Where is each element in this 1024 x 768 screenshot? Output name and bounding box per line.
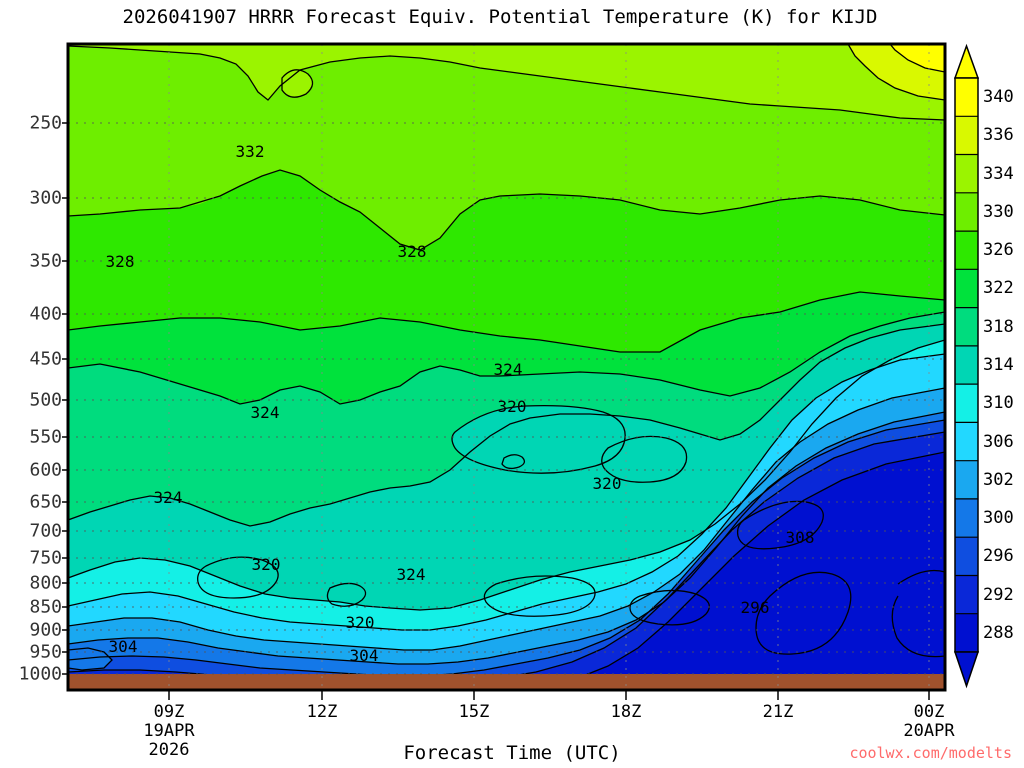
contour-label-320: 320	[252, 555, 281, 574]
contour-label-324: 324	[154, 488, 183, 507]
colorbar-tick-300: 300	[983, 508, 1014, 529]
colorbar-tick-326: 326	[983, 240, 1014, 261]
contour-label-308: 308	[786, 528, 815, 547]
y-tick-900: 900	[29, 619, 62, 641]
colorbar-tick-292: 292	[983, 584, 1014, 605]
contour-label-328: 328	[398, 242, 427, 261]
colorbar-tick-296: 296	[983, 546, 1014, 567]
y-tick-800: 800	[29, 572, 62, 594]
colorbar-tick-314: 314	[983, 355, 1014, 375]
y-tick-300: 300	[29, 187, 62, 209]
x-tick-21Z: 21Z	[762, 702, 794, 722]
contour-label-324: 324	[397, 565, 426, 584]
colorbar-tick-322: 322	[983, 278, 1014, 299]
colorbar-tick-330: 330	[983, 201, 1014, 222]
contour-lines	[68, 44, 945, 690]
x-axis-label: Forecast Time (UTC)	[403, 742, 621, 764]
x-tick-15Z: 15Z	[458, 702, 490, 722]
colorbar-tick-306: 306	[983, 431, 1014, 452]
contour-label-304: 304	[350, 646, 379, 665]
contour-label-320: 320	[346, 613, 375, 632]
colorbar-tick-336: 336	[983, 125, 1014, 146]
y-tick-1000: 1000	[18, 663, 62, 685]
colorbar-tick-302: 302	[983, 469, 1014, 490]
colorbar-tick-334: 334	[983, 163, 1014, 184]
colorbar-tick-318: 318	[983, 316, 1014, 337]
x-tick-00Z: 00Z 20APR	[903, 702, 955, 741]
y-tick-350: 350	[29, 250, 62, 272]
colorbar-separators	[955, 115, 978, 615]
contour-label-324: 324	[494, 360, 523, 379]
colorbar-under-arrow	[953, 651, 980, 689]
y-tick-marks	[62, 122, 68, 675]
contour-label-296: 296	[741, 598, 770, 617]
y-tick-750: 750	[29, 547, 62, 569]
y-tick-400: 400	[29, 303, 62, 325]
contour-label-group: 332 328 328 324 324 320 324 320 320 324 308 320 296 3…	[106, 142, 815, 665]
y-tick-600: 600	[29, 459, 62, 481]
y-tick-650: 650	[29, 491, 62, 513]
y-tick-450: 450	[29, 348, 62, 370]
colorbar-tick-340: 340	[983, 87, 1014, 108]
y-tick-250: 250	[29, 112, 62, 134]
page-title: 2026041907 HRRR Forecast Equiv. Potentia…	[122, 6, 878, 28]
colorbar-gradient	[954, 77, 979, 653]
contour-label-328: 328	[106, 252, 135, 271]
plot-border	[66, 42, 947, 692]
colorbar-tick-310: 310	[983, 393, 1014, 414]
x-tick-18Z: 18Z	[610, 702, 642, 722]
y-tick-500: 500	[29, 389, 62, 411]
contour-label-324: 324	[251, 403, 280, 422]
contour-label-304: 304	[109, 637, 138, 656]
x-tick-12Z: 12Z	[306, 702, 338, 722]
colorbar-tick-288: 288	[983, 622, 1014, 643]
y-tick-700: 700	[29, 520, 62, 542]
watermark: coolwx.com/modelts	[849, 744, 1012, 762]
x-tick-marks	[168, 690, 930, 700]
y-tick-950: 950	[29, 641, 62, 663]
colorbar-over-arrow	[953, 43, 980, 79]
contour-label-332: 332	[236, 142, 265, 161]
y-axis-ticks: 250 300 350 400 450 500 550 600 650 700 750 800 850 9…	[0, 0, 62, 768]
contour-label-320: 320	[498, 397, 527, 416]
contour-label-320: 320	[593, 474, 622, 493]
x-tick-09Z: 09Z 19APR 2026	[143, 702, 195, 760]
y-tick-850: 850	[29, 596, 62, 618]
colorbar-ticks: 340 336 334 330 326 322 318 314 310 306 302 300 296 2…	[983, 0, 1024, 768]
colorbar	[953, 43, 980, 689]
y-tick-550: 550	[29, 426, 62, 448]
terrain-band	[68, 674, 945, 690]
